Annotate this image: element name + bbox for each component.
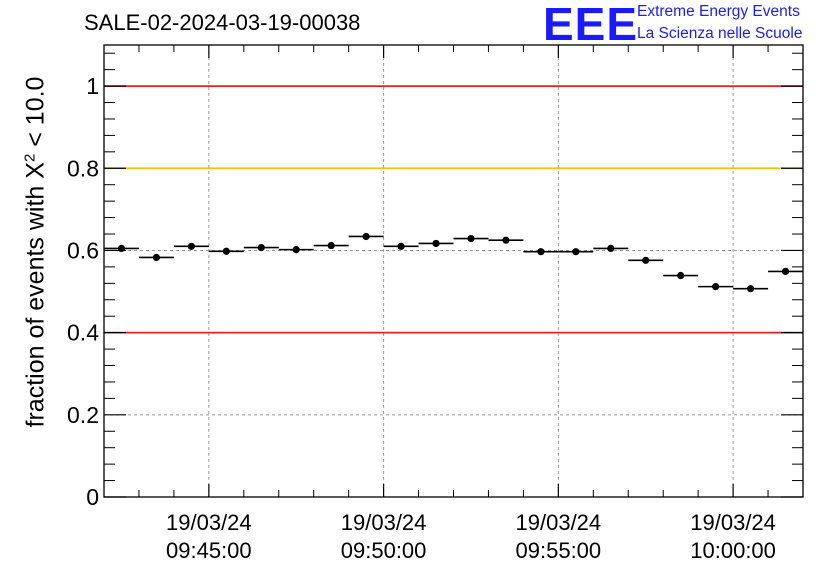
data-point-marker (257, 243, 265, 252)
y-tick-label: 0.2 (67, 402, 99, 428)
data-point-marker (712, 283, 720, 291)
data-point-marker (467, 234, 475, 243)
chart-title: SALE-02-2024-03-19-00038 (84, 10, 361, 35)
x-tick-date-label: 19/03/24 (690, 510, 776, 535)
data-point-marker (292, 246, 300, 254)
y-tick-label: 0.4 (67, 320, 99, 346)
logo-line-2: La Scienza nelle Scuole (637, 25, 803, 42)
data-point-marker (642, 256, 650, 264)
x-tick-date-label: 19/03/24 (166, 510, 252, 535)
axis-ticks (104, 45, 803, 498)
data-point-marker (222, 247, 230, 255)
grid-layer (104, 45, 803, 497)
data-point-marker (572, 248, 580, 256)
eee-logo: EEE (543, 0, 639, 50)
data-point-marker (327, 241, 335, 250)
x-tick-time-label: 09:55:00 (516, 538, 602, 563)
data-point-marker (152, 253, 161, 262)
y-tick-label: 0.8 (67, 155, 99, 181)
data-point-marker (397, 242, 405, 250)
y-tick-label: 0.6 (67, 237, 99, 263)
y-tick-label: 0 (86, 484, 99, 510)
x-tick-time-label: 09:50:00 (341, 538, 427, 563)
data-point-marker (677, 271, 685, 280)
chi-exponent: 2 (21, 153, 39, 163)
reference-lines (104, 85, 803, 334)
data-point-marker (432, 239, 440, 248)
data-point-marker (781, 267, 790, 276)
x-tick-time-label: 09:45:00 (166, 538, 252, 563)
tick-labels: 0 0.2 0.4 0.6 0.8 1 19/03/24 09:45:00 19/03/24 09… (67, 73, 776, 563)
data-point-marker (502, 236, 510, 244)
data-point-marker (607, 244, 615, 252)
x-tick-date-label: 19/03/24 (341, 510, 427, 535)
x-tick-date-label: 19/03/24 (516, 510, 602, 535)
logo-line-1: Extreme Energy Events (637, 3, 800, 20)
data-point-marker (362, 232, 370, 241)
data-point-marker (187, 242, 195, 250)
data-point-marker (537, 248, 545, 256)
data-point-marker (746, 285, 755, 293)
chi-symbol: X (21, 162, 50, 179)
y-axis-label-prefix: fraction of events with (21, 178, 50, 428)
y-axis-label-suffix: < 10.0 (21, 76, 50, 154)
data-point-marker (117, 244, 126, 252)
y-tick-label: 1 (86, 73, 99, 99)
data-points (104, 232, 803, 293)
y-axis-label: fraction of events with X2 < 10.0 (21, 77, 50, 428)
x-tick-time-label: 10:00:00 (690, 538, 776, 563)
